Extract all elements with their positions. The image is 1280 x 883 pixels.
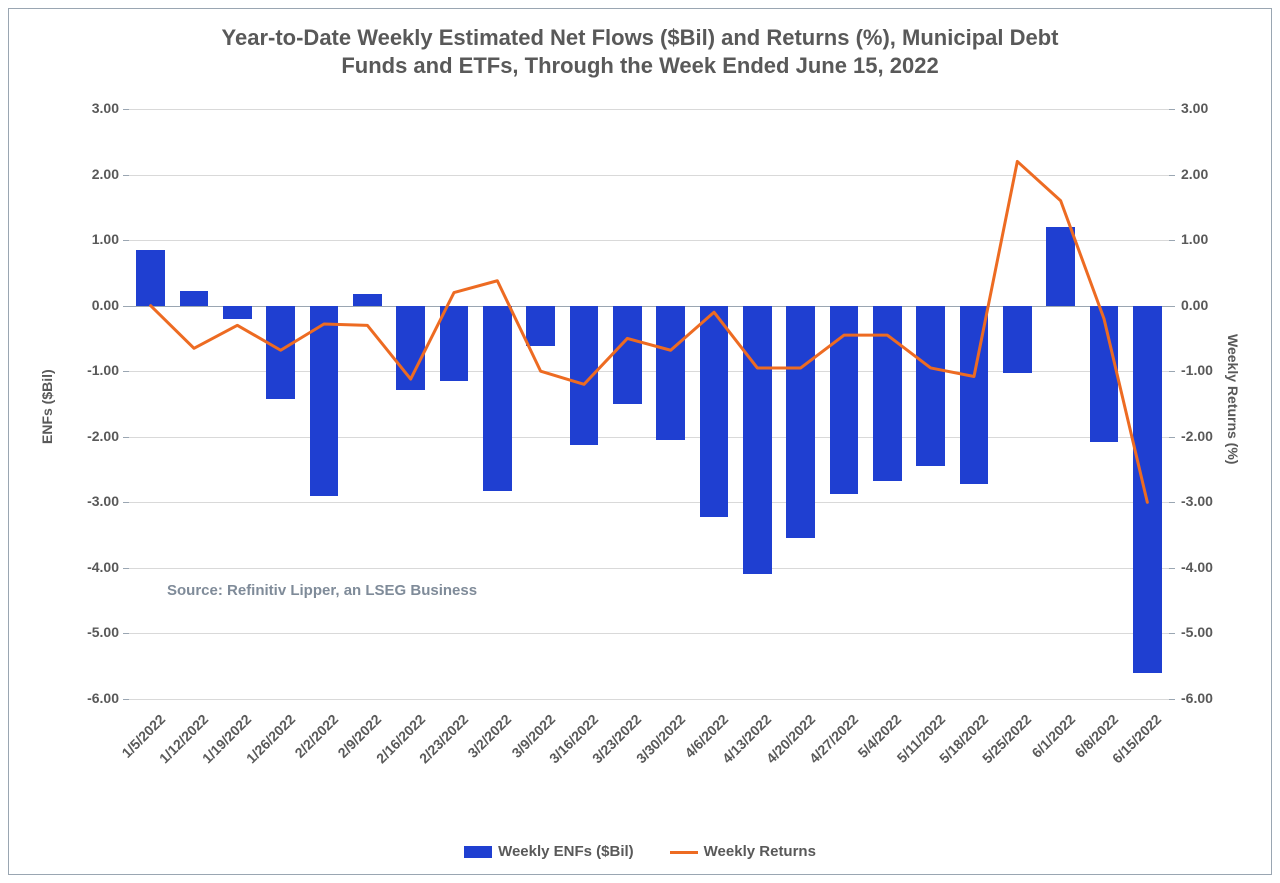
y-tick-mark-right [1169,633,1175,634]
y-axis-right-title: Weekly Returns (%) [1225,334,1241,464]
y-tick-right: -2.00 [1181,428,1241,444]
legend: Weekly ENFs ($Bil) Weekly Returns [9,843,1271,860]
y-tick-mark-right [1169,437,1175,438]
y-tick-left: -5.00 [59,624,119,640]
chart-title-line2: Funds and ETFs, Through the Week Ended J… [9,53,1271,79]
y-tick-left: 0.00 [59,297,119,313]
y-tick-right: 1.00 [1181,231,1241,247]
x-tick-label: 3/2/2022 [465,711,515,761]
returns-line [151,161,1148,502]
legend-label: Weekly Returns [704,843,816,860]
y-tick-left: 2.00 [59,166,119,182]
legend-swatch-bar-icon [464,846,492,858]
y-tick-left: -2.00 [59,428,119,444]
y-tick-mark-right [1169,502,1175,503]
x-tick-label: 6/1/2022 [1028,711,1078,761]
legend-label: Weekly ENFs ($Bil) [498,843,634,860]
y-tick-right: -1.00 [1181,362,1241,378]
source-text: Source: Refinitiv Lipper, an LSEG Busine… [167,582,477,599]
y-tick-right: 3.00 [1181,100,1241,116]
y-tick-right: 2.00 [1181,166,1241,182]
y-tick-mark-left [123,699,129,700]
y-axis-left-title: ENFs ($Bil) [39,424,55,444]
y-tick-mark-right [1169,175,1175,176]
legend-swatch-line-icon [670,851,698,854]
plot-area [129,109,1169,699]
y-tick-left: 1.00 [59,231,119,247]
y-tick-left: -4.00 [59,559,119,575]
legend-item: Weekly ENFs ($Bil) [464,843,634,860]
y-tick-right: 0.00 [1181,297,1241,313]
y-tick-right: -5.00 [1181,624,1241,640]
chart-title-line1: Year-to-Date Weekly Estimated Net Flows … [9,25,1271,51]
y-tick-right: -4.00 [1181,559,1241,575]
y-tick-left: 3.00 [59,100,119,116]
y-tick-right: -3.00 [1181,493,1241,509]
y-tick-left: -6.00 [59,690,119,706]
x-tick-label: 2/2/2022 [291,711,341,761]
y-tick-right: -6.00 [1181,690,1241,706]
y-tick-mark-right [1169,568,1175,569]
y-tick-left: -3.00 [59,493,119,509]
y-tick-mark-right [1169,371,1175,372]
y-tick-left: -1.00 [59,362,119,378]
y-tick-mark-right [1169,306,1175,307]
y-tick-mark-right [1169,699,1175,700]
line-layer [129,109,1169,699]
legend-item: Weekly Returns [670,843,816,860]
y-tick-mark-right [1169,240,1175,241]
chart-frame: Year-to-Date Weekly Estimated Net Flows … [8,8,1272,875]
y-tick-mark-right [1169,109,1175,110]
gridline [129,699,1169,700]
